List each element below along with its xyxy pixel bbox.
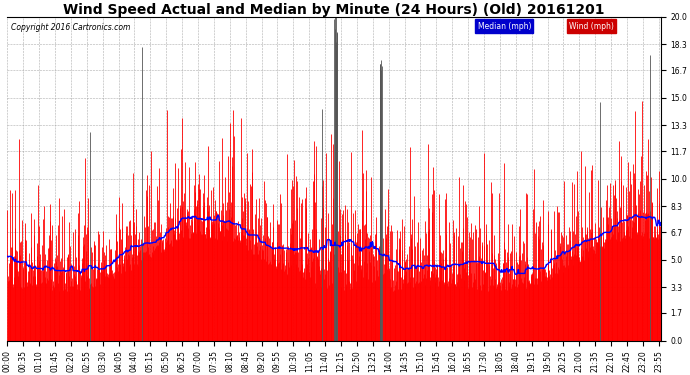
Text: Wind (mph): Wind (mph) xyxy=(569,22,614,31)
Text: Copyright 2016 Cartronics.com: Copyright 2016 Cartronics.com xyxy=(10,23,130,32)
Text: Median (mph): Median (mph) xyxy=(477,22,531,31)
Title: Wind Speed Actual and Median by Minute (24 Hours) (Old) 20161201: Wind Speed Actual and Median by Minute (… xyxy=(63,3,604,17)
